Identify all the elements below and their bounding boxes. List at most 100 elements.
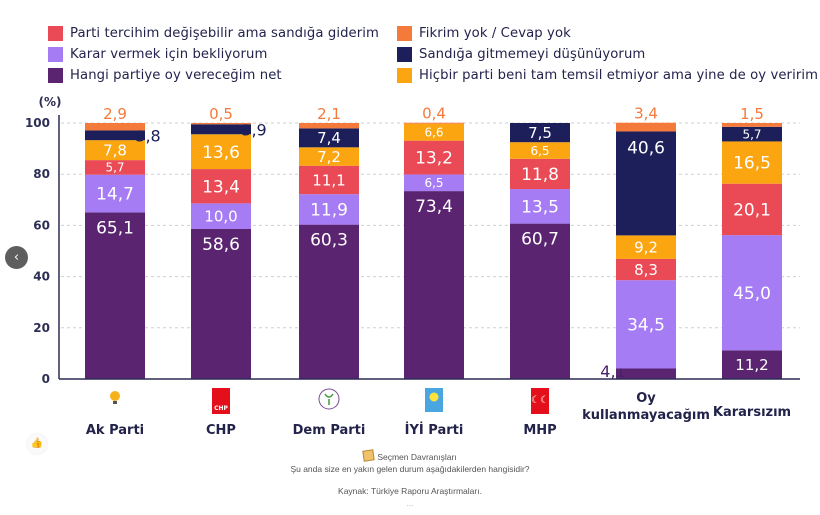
data-label: 7,2 — [317, 148, 341, 166]
legend-item-tercih-degisebilir: Parti tercihim değişebilir ama sandığa g… — [48, 26, 379, 41]
bar-segment — [191, 134, 251, 170]
bar-segment — [85, 140, 145, 161]
bar-segment — [191, 169, 251, 204]
bar-segment — [722, 235, 782, 351]
data-label: 2,9 — [103, 105, 127, 123]
data-label: 5,7 — [742, 127, 761, 141]
svg-text:☾☾: ☾☾ — [531, 395, 549, 406]
bar-segment — [299, 123, 359, 129]
more-indicator[interactable]: ... — [406, 498, 414, 508]
data-label: 60,7 — [521, 230, 559, 250]
data-label: 13,4 — [202, 177, 240, 197]
legend-swatch — [397, 47, 412, 62]
legend-swatch — [48, 68, 63, 83]
bar-segment — [510, 189, 570, 224]
caption-title: Seçmen Davranışları — [377, 452, 457, 462]
data-label: 2,1 — [317, 105, 341, 123]
caption-question: Şu anda size en yakın gelen durum aşağıd… — [290, 463, 530, 474]
data-label: 13,6 — [202, 143, 240, 163]
y-tick-label: 100 — [25, 116, 50, 130]
bar-segment — [299, 165, 359, 195]
y-tick-label: 0 — [42, 372, 50, 386]
bar-segment — [299, 224, 359, 379]
legend-label: Hiçbir parti beni tam temsil etmiyor ama… — [419, 68, 819, 83]
legend-item-net: Hangi partiye oy vereceğim net — [48, 68, 282, 83]
data-label: 34,5 — [627, 315, 665, 335]
category-label: kullanmayacağım — [582, 408, 710, 423]
data-label: 65,1 — [96, 218, 134, 238]
data-label: 73,4 — [415, 197, 453, 217]
bar-segment — [85, 160, 145, 175]
legend-swatch — [397, 26, 412, 41]
bar-segment — [510, 158, 570, 190]
data-label: 9,2 — [634, 239, 658, 257]
data-label: 6,5 — [424, 176, 443, 190]
bar-segment — [404, 123, 464, 141]
data-label: 6,6 — [424, 126, 443, 140]
data-label: 13,2 — [415, 149, 453, 169]
legend-label: Karar vermek için bekliyorum — [70, 47, 268, 62]
data-label: 40,6 — [627, 138, 665, 158]
svg-text:CHP: CHP — [214, 405, 228, 412]
category-label: Oy — [636, 391, 656, 406]
data-label: 11,2 — [735, 356, 768, 374]
bar-segment — [299, 128, 359, 148]
chart-caption: Seçmen Davranışları Şu anda size en yakı… — [0, 449, 820, 509]
like-button[interactable]: 👍 — [27, 434, 47, 454]
data-label: 16,5 — [733, 154, 771, 174]
bar-segment — [299, 194, 359, 225]
bar-segment — [616, 122, 676, 132]
bar-segment — [510, 223, 570, 379]
legend-label: Parti tercihim değişebilir ama sandığa g… — [70, 26, 379, 41]
bar-segment — [510, 123, 570, 143]
legend-item-hicbir-parti: Hiçbir parti beni tam temsil etmiyor ama… — [397, 68, 818, 83]
data-label: 13,5 — [521, 197, 559, 217]
category-label: MHP — [523, 423, 556, 438]
notepad-icon — [362, 449, 376, 462]
y-tick-label: 20 — [33, 321, 50, 335]
bar-segment — [404, 191, 464, 379]
legend-swatch — [397, 68, 412, 83]
mhp-logo-icon: ☾☾ — [531, 388, 549, 414]
legend-swatch — [48, 26, 63, 41]
bar-segment — [616, 368, 676, 379]
bar-segment — [616, 280, 676, 369]
bar-segment — [191, 123, 251, 125]
bar-segment — [616, 258, 676, 281]
previous-arrow-button[interactable]: ‹ — [5, 246, 28, 269]
legend-label: Sandığa gitmemeyi düşünüyorum — [419, 47, 646, 62]
category-label: Dem Parti — [293, 423, 366, 438]
data-label: 6,5 — [530, 144, 549, 158]
data-label: 7,5 — [528, 124, 552, 142]
bar-segment — [299, 147, 359, 166]
data-label: 5,7 — [105, 161, 124, 175]
bar-segment — [722, 126, 782, 142]
bar-segment — [616, 131, 676, 236]
bar-segment — [404, 174, 464, 192]
legend-swatch — [48, 47, 63, 62]
y-tick-label: 60 — [33, 218, 50, 232]
data-label: 11,8 — [521, 165, 559, 185]
bar-segment — [722, 183, 782, 236]
data-label: 11,1 — [312, 171, 345, 189]
category-label: İYİ Parti — [405, 422, 464, 438]
data-label: 0,4 — [422, 105, 446, 123]
data-label: 3,9 — [241, 120, 266, 139]
legend-item-karar-bekliyor: Karar vermek için bekliyorum — [48, 47, 267, 62]
data-label: 8,3 — [634, 261, 658, 279]
data-label: 0,5 — [209, 105, 233, 123]
y-tick-label: 80 — [33, 167, 50, 181]
bar-segment — [616, 235, 676, 259]
chevron-left-icon: ‹ — [13, 250, 20, 265]
y-tick-label: 40 — [33, 270, 50, 284]
bar-segment — [85, 212, 145, 379]
caption-title-row: Seçmen Davranışları — [0, 449, 820, 464]
dem-logo-icon — [318, 388, 340, 410]
bar-segment — [85, 130, 145, 141]
data-label: 45,0 — [733, 284, 771, 304]
bar-segment — [191, 124, 251, 135]
bar-segment — [191, 203, 251, 229]
legend-item-fikrim-yok: Fikrim yok / Cevap yok — [397, 26, 571, 41]
bar-segment — [722, 141, 782, 184]
